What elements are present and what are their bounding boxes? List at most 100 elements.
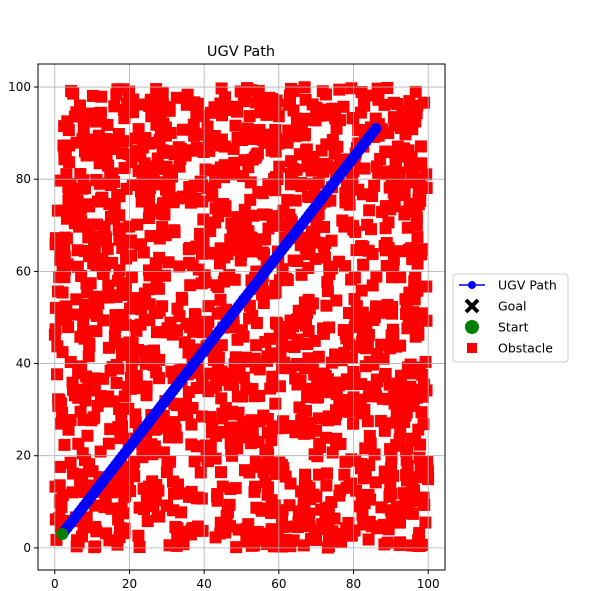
obstacle-marker — [91, 399, 104, 412]
obstacle-marker — [389, 386, 402, 399]
obstacle-marker — [173, 537, 186, 550]
obstacle-marker — [283, 499, 296, 512]
obstacle-marker — [109, 320, 122, 333]
obstacle-marker — [101, 118, 114, 131]
obstacle-marker — [346, 179, 359, 192]
obstacle-marker — [322, 540, 335, 553]
obstacle-marker — [374, 414, 387, 427]
obstacle-marker — [274, 539, 287, 552]
obstacle-marker — [294, 239, 307, 252]
obstacle-marker — [196, 524, 209, 537]
obstacle-marker — [83, 107, 96, 120]
obstacle-marker — [216, 426, 229, 439]
obstacle-marker — [358, 99, 371, 112]
obstacle-marker — [381, 82, 394, 95]
obstacle-marker — [281, 194, 294, 207]
obstacle-marker — [227, 142, 240, 155]
obstacle-marker — [276, 520, 289, 533]
legend: UGV Path Goal Start Obstacle — [452, 273, 569, 363]
obstacle-marker — [169, 423, 182, 436]
obstacle-marker — [83, 198, 96, 211]
obstacle-marker — [249, 480, 262, 493]
y-tick-label: 100 — [8, 80, 31, 94]
obstacle-marker — [71, 244, 84, 257]
obstacle-marker — [323, 260, 336, 273]
obstacle-marker — [261, 427, 274, 440]
x-tick-label: 80 — [346, 577, 361, 591]
obstacle-marker — [113, 222, 126, 235]
obstacle-marker — [74, 405, 87, 418]
obstacle-marker — [387, 96, 400, 109]
obstacle-marker — [322, 414, 335, 427]
obstacle-marker — [118, 390, 131, 403]
obstacle-marker — [329, 112, 342, 125]
obstacle-marker — [345, 351, 358, 364]
obstacle-marker — [400, 205, 413, 218]
obstacle-marker — [366, 279, 379, 292]
obstacle-marker — [323, 321, 336, 334]
obstacle-marker — [249, 361, 262, 374]
obstacle-marker — [240, 535, 253, 548]
obstacle-marker — [346, 219, 359, 232]
obstacle-marker — [421, 455, 434, 468]
legend-x-swatch — [464, 298, 480, 314]
obstacle-marker — [141, 515, 154, 528]
obstacle-marker — [49, 232, 62, 245]
obstacle-marker — [148, 305, 161, 318]
obstacle-marker — [211, 488, 224, 501]
obstacle-marker — [363, 429, 376, 442]
obstacle-marker — [71, 534, 84, 547]
obstacle-marker — [355, 86, 368, 99]
obstacle-marker — [237, 95, 250, 108]
obstacle-marker — [362, 533, 375, 546]
obstacle-marker — [184, 242, 197, 255]
obstacle-marker — [302, 293, 315, 306]
obstacle-marker — [357, 258, 370, 271]
obstacle-marker — [397, 487, 410, 500]
obstacle-marker — [190, 108, 203, 121]
obstacle-marker — [289, 372, 302, 385]
obstacle-marker — [250, 339, 263, 352]
obstacle-marker — [94, 107, 107, 120]
obstacle-marker — [246, 153, 259, 166]
obstacle-marker — [412, 423, 425, 436]
ticks: 0 20 40 60 80 100 0 20 40 60 80 100 — [8, 80, 440, 591]
obstacle-marker — [261, 94, 274, 107]
obstacle-marker — [125, 249, 138, 262]
obstacle-marker — [90, 309, 103, 322]
obstacle-marker — [269, 316, 282, 329]
obstacle-marker — [240, 382, 253, 395]
obstacle-marker — [397, 144, 410, 157]
obstacle-marker — [180, 317, 193, 330]
obstacle-marker — [68, 389, 81, 402]
obstacle-marker — [133, 501, 146, 514]
obstacle-marker — [400, 454, 413, 467]
obstacle-marker — [309, 252, 322, 265]
obstacle-marker — [401, 361, 414, 374]
obstacle-marker — [368, 311, 381, 324]
obstacle-marker — [419, 516, 432, 529]
obstacle-marker — [288, 520, 301, 533]
obstacle-marker — [241, 122, 254, 135]
obstacle-marker — [246, 425, 259, 438]
obstacle-marker — [299, 468, 312, 481]
obstacle-marker — [197, 213, 210, 226]
obstacle-marker — [129, 416, 142, 429]
obstacle-marker — [226, 372, 239, 385]
obstacle-marker — [187, 118, 200, 131]
obstacle-marker — [247, 209, 260, 222]
obstacle-marker — [343, 307, 356, 320]
obstacle-marker — [50, 368, 63, 381]
obstacle-marker — [49, 513, 62, 526]
obstacle-marker — [80, 511, 93, 524]
obstacle-marker — [160, 146, 173, 159]
obstacle-marker — [254, 106, 267, 119]
obstacle-marker — [279, 470, 292, 483]
chart-title: UGV Path — [207, 44, 275, 60]
obstacle-marker — [118, 276, 131, 289]
obstacle-marker — [385, 451, 398, 464]
obstacle-marker — [229, 351, 242, 364]
obstacle-marker — [190, 141, 203, 154]
obstacle-marker — [67, 185, 80, 198]
